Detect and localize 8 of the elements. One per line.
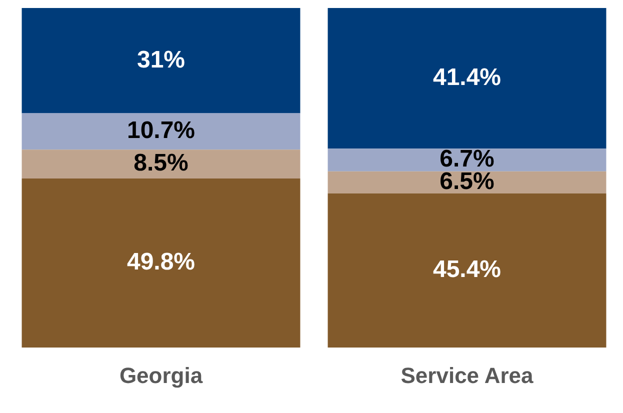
data-label: 31% [136, 46, 186, 74]
data-label: 41.4% [432, 64, 502, 91]
data-label: 45.4% [432, 256, 502, 284]
data-label: 10.7% [126, 117, 196, 144]
data-label: 49.8% [126, 248, 196, 276]
x-tick-label: Service Area [400, 362, 534, 388]
x-tick-label: Georgia [119, 362, 204, 388]
data-label: 8.5% [134, 150, 188, 177]
